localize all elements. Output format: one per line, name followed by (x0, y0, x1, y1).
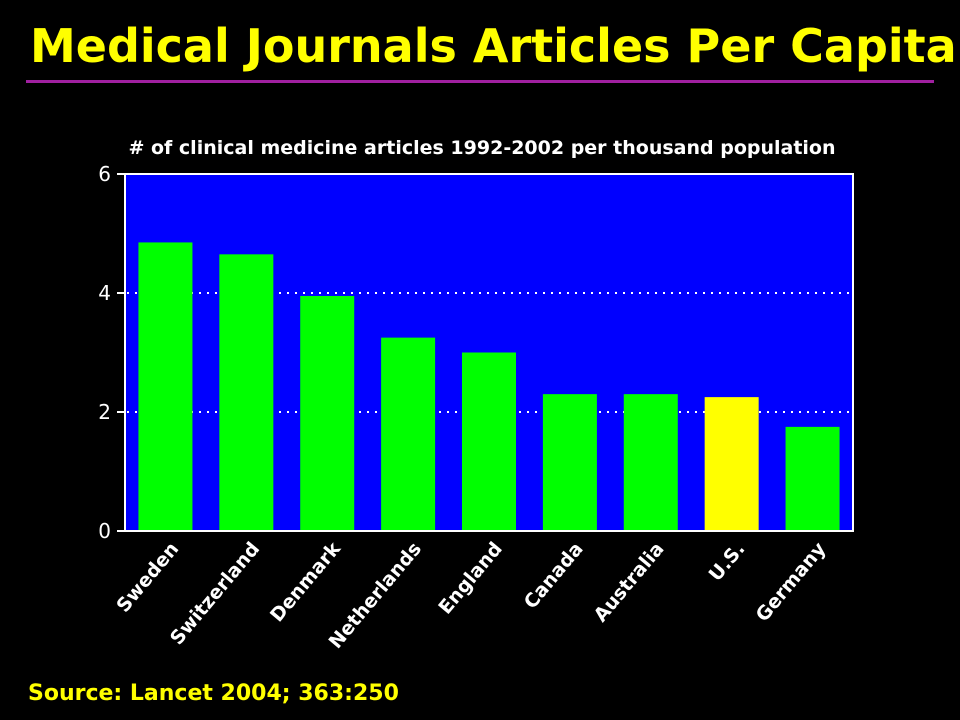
y-tick-label: 6 (98, 162, 111, 186)
bar-chart: # of clinical medicine articles 1992-200… (98, 137, 854, 653)
y-tick-label: 4 (98, 281, 111, 305)
x-category-label: Australia (590, 538, 669, 626)
bar-australia (623, 394, 678, 530)
slide-title: Medical Journals Articles Per Capita (30, 19, 957, 73)
x-category-label: Germany (752, 538, 831, 626)
bar-denmark (300, 295, 355, 530)
x-category-label: England (434, 538, 507, 618)
source-citation: Source: Lancet 2004; 363:250 (28, 681, 399, 706)
bar-sweden (138, 242, 193, 531)
bars (138, 242, 840, 531)
bar-netherlands (381, 337, 436, 530)
bar-u-s (704, 397, 759, 530)
x-category-label: Sweden (112, 538, 183, 617)
x-category-label: Canada (520, 538, 588, 613)
x-category-label: U.S. (705, 538, 750, 586)
title-divider (26, 80, 934, 83)
bar-switzerland (219, 254, 274, 530)
y-tick-label: 0 (98, 519, 111, 543)
bar-germany (785, 426, 840, 530)
chart-title: # of clinical medicine articles 1992-200… (128, 137, 835, 159)
x-category-label: Denmark (266, 538, 345, 627)
y-tick-label: 2 (98, 400, 111, 424)
bar-canada (542, 394, 597, 530)
y-axis: 0 2 4 6 (98, 162, 125, 543)
bar-england (462, 352, 516, 530)
